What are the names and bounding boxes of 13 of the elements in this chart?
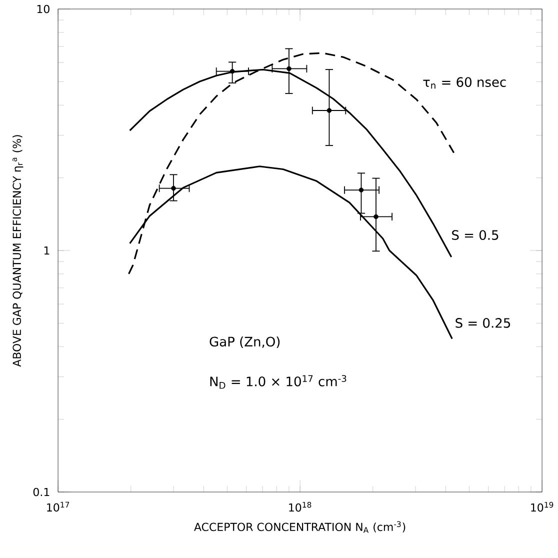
series-label: τ$_{n}$ = 60 nsec xyxy=(423,77,506,89)
y-tick-label: 10 xyxy=(37,4,50,14)
x-axis-title: ACCEPTOR CONCENTRATION N$_{A}$ (cm$^{-3}$) xyxy=(194,521,406,533)
series-label: S = 0.5 xyxy=(452,230,498,240)
annotation: N$_{D}$ = 1.0 × 10$^{17}$ cm$^{-3}$ xyxy=(210,375,346,389)
y-tick-label: 0.1 xyxy=(34,488,50,496)
x-tick-label: 10$^{19}$ xyxy=(531,502,554,512)
x-tick-label: 10$^{17}$ xyxy=(47,502,70,512)
y-tick-label: 1 xyxy=(44,246,50,255)
x-tick-label: 10$^{18}$ xyxy=(289,502,312,512)
y-axis-title: ABOVE GAP QUANTUM EFFICIENCY η$_{r}$$^{a}$ (%) xyxy=(12,135,24,367)
annotation: GaP (Zn,O) xyxy=(210,336,280,348)
series-label: S = 0.25 xyxy=(456,318,510,328)
